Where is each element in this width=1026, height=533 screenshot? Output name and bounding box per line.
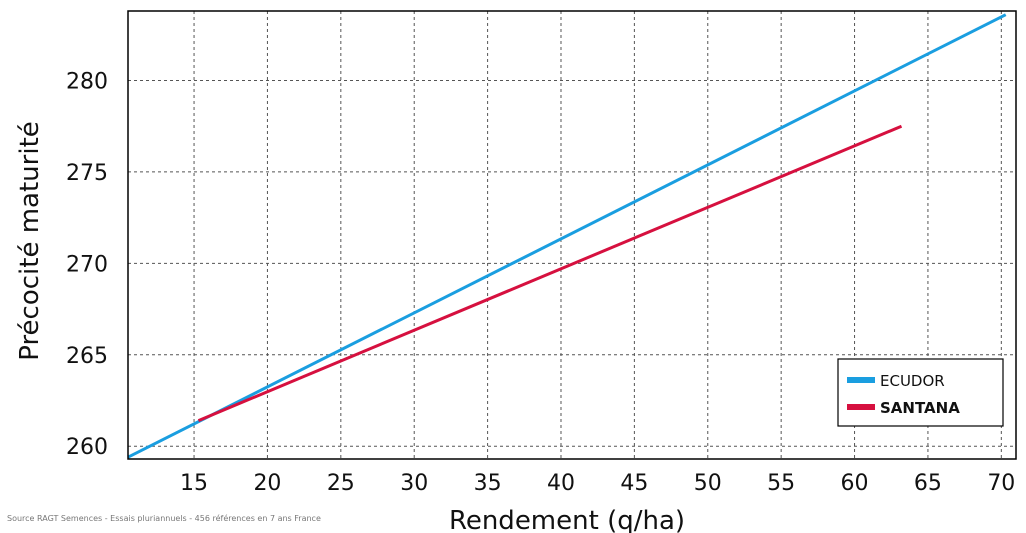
x-tick-label: 35 bbox=[474, 471, 502, 496]
y-tick-label: 265 bbox=[66, 344, 108, 369]
x-tick-label: 55 bbox=[767, 471, 795, 496]
x-axis-ticks: 15 20 25 30 35 40 45 50 55 60 65 70 bbox=[180, 471, 1015, 496]
x-tick-label: 40 bbox=[547, 471, 575, 496]
x-tick-label: 30 bbox=[400, 471, 428, 496]
x-tick-label: 65 bbox=[914, 471, 942, 496]
series-line-santana bbox=[198, 126, 901, 420]
y-tick-label: 275 bbox=[66, 161, 108, 186]
x-tick-label: 25 bbox=[327, 471, 355, 496]
x-tick-label: 20 bbox=[253, 471, 281, 496]
y-tick-label: 280 bbox=[66, 69, 108, 94]
y-axis-ticks: 260 265 270 275 280 bbox=[66, 69, 108, 460]
legend-swatch-ecudor bbox=[847, 377, 875, 383]
legend-label-santana: SANTANA bbox=[880, 399, 960, 417]
x-axis-title: Rendement (q/ha) bbox=[449, 506, 685, 533]
x-tick-label: 45 bbox=[620, 471, 648, 496]
legend: ECUDOR SANTANA bbox=[838, 359, 1003, 426]
x-tick-label: 70 bbox=[987, 471, 1015, 496]
legend-label-ecudor: ECUDOR bbox=[880, 372, 945, 390]
y-axis-title: Précocité maturité bbox=[15, 121, 45, 361]
source-note: Source RAGT Semences - Essais pluriannue… bbox=[7, 514, 321, 523]
legend-swatch-santana bbox=[847, 404, 875, 410]
y-tick-label: 270 bbox=[66, 252, 108, 277]
x-tick-label: 50 bbox=[694, 471, 722, 496]
x-tick-label: 60 bbox=[841, 471, 869, 496]
y-tick-label: 260 bbox=[66, 435, 108, 460]
x-tick-label: 15 bbox=[180, 471, 208, 496]
